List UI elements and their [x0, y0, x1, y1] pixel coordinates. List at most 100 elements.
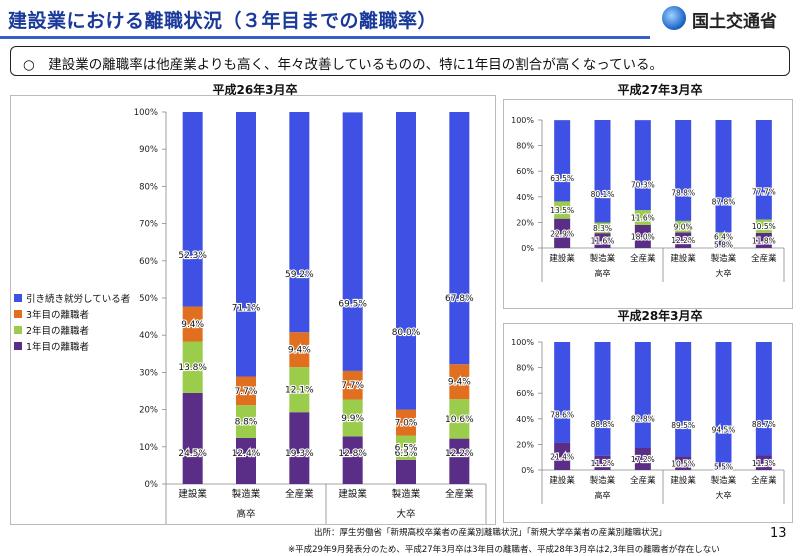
- data-label: 9.0%: [674, 223, 693, 232]
- x-category-label: 製造業: [392, 488, 421, 500]
- bar-segment: [634, 210, 651, 225]
- bar-segment: [675, 120, 692, 221]
- legend-label: 1年目の離職者: [26, 342, 90, 353]
- bar-segment: [342, 399, 363, 437]
- mlit-logo-icon: [662, 6, 686, 30]
- data-label: 7.0%: [395, 419, 418, 429]
- data-label: 7.7%: [341, 381, 364, 391]
- data-label: 7.7%: [235, 387, 258, 397]
- data-label: 13.5%: [550, 206, 574, 215]
- y-tick-label: 60%: [516, 389, 534, 398]
- bar-segment: [396, 409, 416, 436]
- bar-segment: [634, 447, 651, 470]
- x-group-label: 高卒: [595, 268, 611, 278]
- data-label: 94.5%: [712, 426, 736, 435]
- data-label: 9.4%: [448, 378, 471, 388]
- data-label: 10.5%: [671, 459, 695, 468]
- bar-segment: [396, 112, 416, 410]
- chart-panel-h27: 0% 20% 40% 60% 80% 100% 建設業 製造業 全産業 建設業 製造業 全産業 高卒 大卒…: [503, 99, 793, 309]
- summary-box: ○ 建設業の離職率は他産業よりも高く、年々改善しているものの、特に1年目の割合が…: [10, 46, 790, 76]
- x-category-label: 建設業: [549, 475, 575, 486]
- bar-segment: [634, 120, 651, 211]
- data-label: 11.3%: [752, 459, 776, 468]
- title-bar: 建設業における離職状況（３年目までの離職率） 国土交通省: [0, 0, 800, 39]
- y-tick-label: 100%: [134, 108, 158, 118]
- legend-swatch: [14, 326, 22, 334]
- bar-segment: [182, 306, 203, 342]
- bar-segment: [715, 240, 732, 248]
- bar-segment: [449, 364, 470, 400]
- x-category-label: 全産業: [285, 488, 314, 500]
- bar-segment: [236, 405, 256, 438]
- y-tick-label: 30%: [139, 368, 158, 378]
- legend-label: 2年目の離職者: [26, 326, 90, 337]
- data-label: 70.3%: [631, 181, 655, 190]
- chart-panel-h28: 0% 20% 40% 60% 80% 100% 建設業 製造業 全産業 建設業 製造業 全産業 高卒 大卒…: [503, 323, 793, 523]
- data-label: 5.8%: [714, 240, 733, 249]
- bar-segment: [634, 342, 651, 448]
- title-underline: [0, 36, 650, 39]
- data-label: 78.8%: [671, 189, 695, 198]
- bar-segment: [755, 455, 772, 470]
- bar-segment: [594, 233, 611, 248]
- x-category-label: 製造業: [711, 253, 737, 264]
- data-label: 10.6%: [445, 415, 474, 425]
- x-category-label: 製造業: [590, 475, 616, 486]
- y-tick-label: 40%: [139, 331, 158, 341]
- x-group-label: 高卒: [236, 508, 255, 520]
- bar-segment: [715, 462, 732, 470]
- legend-swatch: [14, 310, 22, 318]
- y-tick-label: 90%: [139, 145, 158, 155]
- data-label: 82.8%: [631, 414, 655, 423]
- bar-segment: [289, 112, 310, 333]
- y-tick-label: 20%: [516, 218, 534, 227]
- x-category-label: 建設業: [670, 475, 696, 486]
- x-category-label: 建設業: [178, 488, 207, 500]
- data-label: 18.0%: [631, 232, 655, 241]
- data-label: 8.8%: [235, 418, 258, 428]
- chart-title-h27: 平成27年3月卒: [617, 83, 703, 97]
- source-note: 出所：厚生労働省「新規高校卒業者の産業別離職状況」「新規大学卒業者の産業別離職状…: [314, 528, 667, 538]
- data-label: 59.2%: [285, 270, 314, 280]
- data-label: 67.8%: [445, 294, 474, 304]
- y-tick-label: 0%: [145, 480, 159, 490]
- data-label: 9.4%: [288, 346, 311, 356]
- bar-segment: [675, 220, 692, 233]
- x-category-label: 建設業: [549, 253, 575, 264]
- data-label: 6.5%: [395, 444, 418, 454]
- y-tick-label: 80%: [516, 364, 534, 373]
- bar-segment: [182, 392, 203, 484]
- x-category-label: 全産業: [751, 253, 777, 264]
- legend-label: 引き続き就労している者: [26, 294, 131, 305]
- bar-segment: [236, 112, 256, 377]
- y-tick-label: 0%: [521, 244, 534, 253]
- bar-segment: [755, 342, 772, 456]
- data-label: 88.8%: [591, 420, 615, 429]
- x-category-label: 製造業: [232, 488, 261, 500]
- data-label: 11.6%: [631, 214, 655, 223]
- data-label: 6.4%: [714, 232, 733, 241]
- bar-segment: [289, 412, 310, 484]
- data-label: 11.8%: [752, 236, 776, 245]
- bar-segment: [396, 459, 416, 484]
- bar-segment: [675, 342, 692, 457]
- x-category-label: 全産業: [630, 253, 656, 264]
- y-tick-label: 60%: [139, 257, 158, 267]
- x-category-label: 建設業: [670, 253, 696, 264]
- y-tick-label: 40%: [516, 193, 534, 202]
- bar-segment: [715, 342, 732, 463]
- bar-segment: [554, 120, 571, 202]
- bar-segment: [675, 456, 692, 470]
- data-label: 80.1%: [591, 190, 615, 199]
- bar-segment: [449, 399, 470, 439]
- bar-segment: [449, 438, 470, 484]
- chart-h26: 0% 10% 20% 30% 40% 50% 60% 70% 80% 90% 100% 建設業 製造業 全…: [134, 108, 487, 524]
- bar-segment: [715, 232, 732, 241]
- data-label: 9.9%: [341, 414, 364, 424]
- x-group-label: 大卒: [396, 508, 415, 520]
- bar-segment: [755, 232, 772, 248]
- data-label: 8.3%: [593, 224, 612, 233]
- bar-segment: [554, 442, 571, 470]
- y-tick-label: 80%: [516, 142, 534, 151]
